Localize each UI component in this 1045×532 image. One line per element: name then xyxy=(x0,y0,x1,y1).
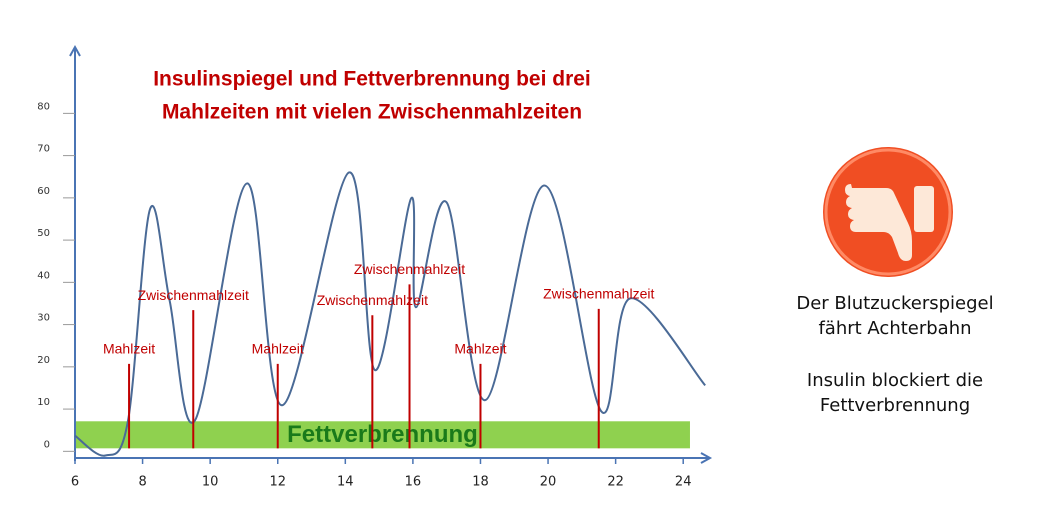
y-tick-label: 80 xyxy=(37,101,50,112)
meal-label: Zwischenmahlzeit xyxy=(354,261,465,277)
chart-title: Mahlzeiten mit vielen Zwischenmahlzeiten xyxy=(162,101,582,124)
thumbs-down-icon xyxy=(815,142,961,282)
meal-label: Mahlzeit xyxy=(103,341,155,357)
x-tick-label: 8 xyxy=(138,475,146,490)
meal-label: Zwischenmahlzeit xyxy=(138,287,249,303)
meal-label: Zwischenmahlzeit xyxy=(543,286,654,302)
y-tick-label: 0 xyxy=(44,439,50,450)
x-tick-label: 16 xyxy=(405,475,422,490)
x-tick-label: 18 xyxy=(472,475,489,490)
x-tick-label: 24 xyxy=(675,475,692,490)
x-tick-label: 12 xyxy=(269,475,286,490)
y-tick-label: 40 xyxy=(37,270,50,281)
meal-label: Zwischenmahlzeit xyxy=(317,292,428,308)
side-text: Der Blutzuckerspiegel xyxy=(796,293,993,314)
y-tick-label: 60 xyxy=(37,186,50,197)
y-tick-label: 30 xyxy=(37,313,50,324)
y-tick-label: 70 xyxy=(37,144,50,155)
side-text: Insulin blockiert die xyxy=(807,370,983,391)
x-axis-arrow xyxy=(700,452,713,464)
fat-burning-band xyxy=(75,421,690,449)
x-tick-label: 22 xyxy=(607,475,624,490)
x-tick-label: 20 xyxy=(540,475,557,490)
band-label: Fettverbrennung xyxy=(287,421,478,448)
y-tick-label: 20 xyxy=(37,355,50,366)
x-tick-label: 10 xyxy=(202,475,219,490)
y-tick-label: 50 xyxy=(37,228,50,239)
insulin-curve xyxy=(74,171,706,457)
side-text: Fettverbrennung xyxy=(820,395,970,416)
chart-title: Insulinspiegel und Fettverbrennung bei d… xyxy=(153,68,591,91)
x-tick-label: 14 xyxy=(337,475,354,490)
meal-label: Mahlzeit xyxy=(252,341,304,357)
y-tick-label: 10 xyxy=(37,397,50,408)
side-text: fährt Achterbahn xyxy=(818,318,971,339)
x-tick-label: 6 xyxy=(71,475,79,490)
y-axis-arrow xyxy=(69,44,81,57)
meal-label: Mahlzeit xyxy=(454,341,506,357)
